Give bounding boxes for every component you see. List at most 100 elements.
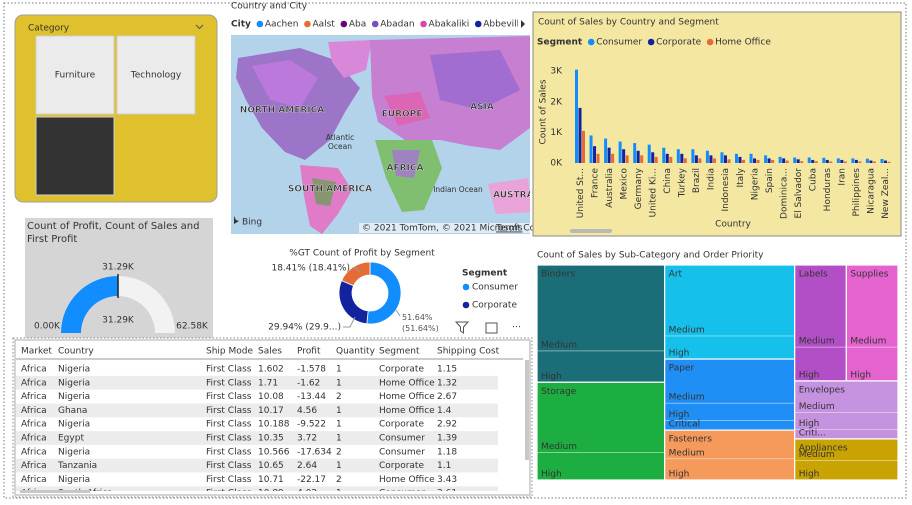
legend-scroll[interactable] [521, 20, 525, 28]
slicer-tile[interactable] [116, 35, 196, 115]
legend-marker [304, 20, 311, 28]
bar [764, 155, 768, 163]
x-tick-label: India [707, 168, 717, 190]
treemap-cell[interactable] [536, 381, 665, 453]
legend-title: Segment [462, 269, 508, 279]
table-cell: 10.65 [258, 461, 284, 471]
slicer-tile-label[interactable]: Office Supplies [41, 152, 109, 162]
treemap-label: Supplies [850, 270, 888, 280]
treemap-child-label: High [669, 410, 690, 420]
table-cell: Consumer [379, 434, 425, 444]
slicer-tile-label[interactable]: Technology [130, 71, 182, 81]
treemap-cell[interactable] [536, 452, 665, 481]
gauge-fill [61, 276, 118, 333]
table-cell: -1.578 [297, 365, 326, 375]
bar [669, 156, 673, 163]
table-cell: Corporate [379, 365, 424, 375]
map-land [488, 178, 530, 214]
row-band [16, 458, 498, 473]
treemap-label: Labels [799, 270, 828, 280]
y-tick-label: 2K [550, 97, 563, 107]
x-tick-label: Iran [838, 168, 848, 186]
slicer-tile[interactable] [35, 35, 115, 115]
map-label: EUROPE [382, 110, 423, 120]
table: Market Country Ship Mode Sales Profit Quantit… [16, 347, 523, 499]
treemap-child-label: High [799, 419, 820, 429]
legend-label: Abakaliki [429, 20, 470, 30]
y-axis-title: Count of Sales [539, 79, 549, 144]
map-legend: City Aachen Aalst Aba Abadan Abakaliki Abbevil… [231, 20, 518, 30]
treemap-child-label: Medium [799, 337, 835, 347]
slicer-tile-label[interactable]: Furniture [55, 71, 96, 81]
treemap-label: Storage [541, 387, 577, 397]
table-cell: 3.72 [297, 434, 317, 444]
attribution-bg [359, 223, 530, 233]
table-cell: 3.61 [437, 489, 457, 499]
table-cell: 4.56 [297, 406, 317, 416]
table-cell: Africa [21, 420, 47, 430]
table-cell: South Africa [58, 489, 113, 499]
bar [825, 159, 829, 163]
table-scrollbar[interactable] [525, 360, 529, 460]
more-icon[interactable]: ⋯ [512, 323, 521, 333]
map-terms[interactable]: Terms [495, 224, 523, 234]
legend-label: Abadan [380, 20, 414, 30]
x-tick-label: Honduras [823, 168, 833, 212]
treemap-label: Paper [669, 364, 695, 374]
map-label: AFRICA [387, 164, 424, 174]
map-land [312, 178, 336, 206]
slicer-chevron[interactable] [195, 24, 204, 30]
map-view[interactable]: NORTH AMERICA EUROPE ASIA Atlantic Ocean AFR… [231, 35, 537, 234]
map-label-box: Indian Ocean [433, 185, 483, 194]
table-cell: 10.188 [258, 420, 290, 430]
treemap-child-label: High [541, 470, 562, 480]
bar [807, 157, 811, 163]
bar [709, 155, 713, 163]
table-cell: First Class [206, 378, 252, 388]
table-cell: Consumer [379, 489, 425, 499]
column-header: Ship Mode [206, 347, 253, 357]
table-cell: 1 [336, 434, 342, 444]
chart-title: Count of Sales by Sub-Category and Order… [537, 251, 764, 261]
scrollbar[interactable] [570, 229, 612, 233]
bar [753, 158, 757, 163]
leader-line [395, 309, 401, 317]
table-cell: Africa [21, 475, 47, 485]
x-tick-label: Brazil [692, 168, 702, 193]
column-header: Profit [297, 347, 321, 357]
filter-icon[interactable] [454, 321, 470, 334]
table-cell: 4.02 [297, 489, 317, 499]
legend-label: Aalst [312, 20, 335, 30]
table-cell: Africa [21, 489, 47, 499]
bar [771, 159, 775, 163]
legend-label: Consumer [596, 38, 642, 48]
legend-marker [340, 20, 348, 28]
legend-marker [587, 38, 595, 46]
table-cell: Home Office [379, 475, 435, 485]
table-hscrollbar[interactable] [20, 490, 90, 493]
treemap-cell[interactable] [794, 346, 847, 382]
treemap-cell[interactable] [846, 264, 899, 348]
bar [640, 155, 644, 163]
table-cell: Africa [21, 461, 47, 471]
table-cell: Africa [21, 365, 47, 375]
table-cell: 10.35 [258, 434, 284, 444]
bar [611, 153, 615, 163]
treemap-cell[interactable] [536, 350, 665, 383]
bar [782, 158, 786, 163]
table-cell: Nigeria [58, 365, 90, 375]
treemap-cell[interactable] [794, 264, 847, 348]
column-header: Segment [379, 347, 420, 357]
gauge-chart: Count of Profit, Count of Sales and Firs… [27, 221, 209, 333]
focus-icon[interactable] [485, 322, 498, 334]
bar [738, 156, 742, 163]
treemap-child-label: Medium [669, 393, 705, 403]
treemap-child-label: Medium [669, 448, 705, 458]
bar [869, 160, 873, 163]
legend-label: Corporate [656, 38, 701, 48]
bar [578, 107, 582, 163]
slicer-tile[interactable] [35, 116, 115, 196]
bar [582, 130, 585, 163]
bar [694, 155, 698, 163]
